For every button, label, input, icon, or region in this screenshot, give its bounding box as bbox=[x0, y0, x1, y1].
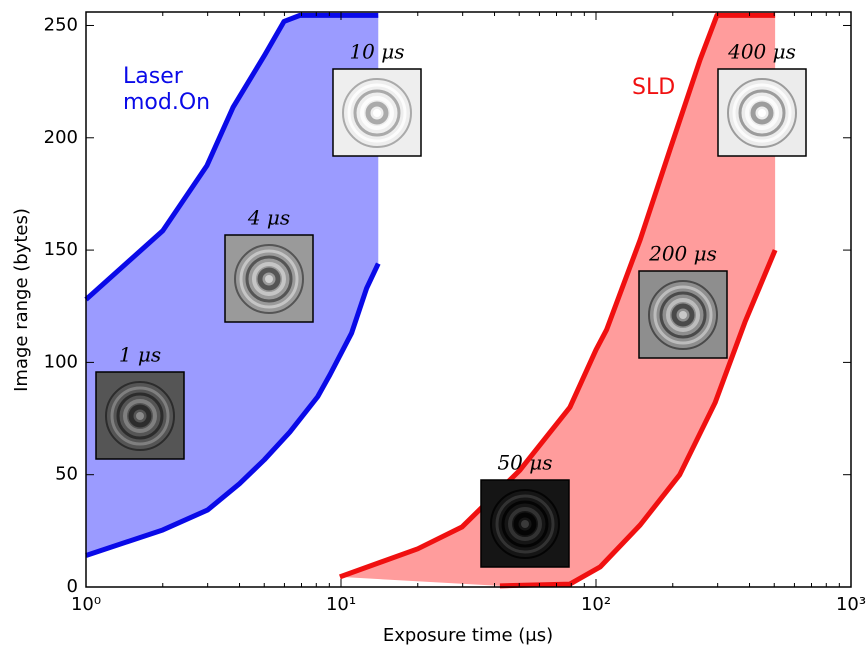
inset-label: 10 μs bbox=[349, 40, 404, 64]
inset-center bbox=[136, 412, 144, 420]
inset-label: 50 μs bbox=[497, 451, 552, 475]
y-tick-label: 150 bbox=[44, 239, 78, 260]
x-tick-label: 10⁰ bbox=[71, 594, 101, 615]
inset-center bbox=[265, 275, 273, 283]
inset-label: 400 μs bbox=[727, 40, 796, 64]
y-tick-label: 250 bbox=[44, 14, 78, 35]
x-axis-label: Exposure time (μs) bbox=[383, 625, 553, 646]
y-tick-label: 0 bbox=[67, 576, 78, 597]
x-tick-label: 10² bbox=[581, 594, 611, 615]
inset-label: 200 μs bbox=[648, 242, 717, 266]
inset-center bbox=[373, 109, 381, 117]
x-tick-label: 10¹ bbox=[326, 594, 356, 615]
x-tick-label: 10³ bbox=[836, 594, 866, 615]
inset-label: 4 μs bbox=[247, 206, 290, 230]
inset-center bbox=[521, 520, 529, 528]
page: Exposure time (μs) Image range (bytes) 1… bbox=[0, 0, 867, 651]
y-tick-label: 100 bbox=[44, 351, 78, 372]
series-label: Laser mod.On bbox=[123, 64, 233, 116]
inset-center bbox=[758, 109, 766, 117]
y-axis-label: Image range (bytes) bbox=[11, 208, 32, 392]
inset-label: 1 μs bbox=[119, 343, 161, 367]
y-tick-label: 200 bbox=[44, 127, 78, 148]
y-tick-label: 50 bbox=[55, 464, 78, 485]
series-label: SLD bbox=[632, 75, 742, 101]
inset-center bbox=[679, 311, 687, 319]
